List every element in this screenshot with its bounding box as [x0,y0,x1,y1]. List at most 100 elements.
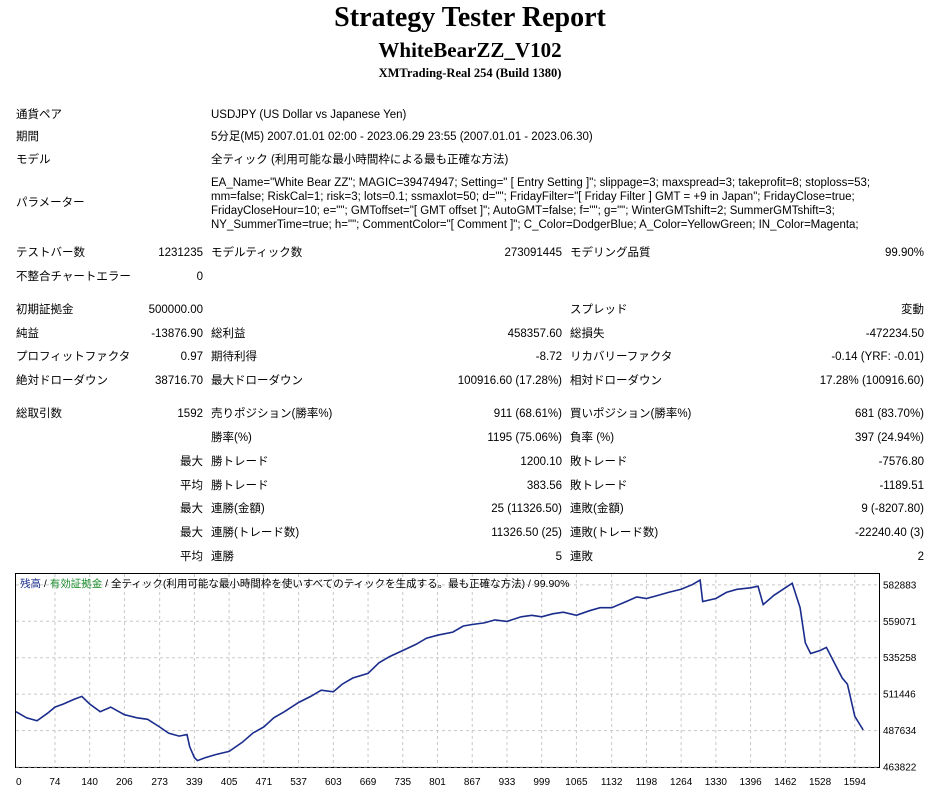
long-label: 買いポジション(勝率%) [570,408,692,420]
avg-win-label: 勝トレード [211,480,269,492]
net-value: -13876.90 [151,328,203,340]
legend-separator: / [102,578,112,590]
x-tick-label: 273 [151,777,168,787]
pf-label: プロフィットファクタ [16,351,131,363]
params-label: パラメーター [16,197,85,209]
y-tick-label: 535258 [883,653,917,664]
abs-dd-label: 絶対ドローダウン [16,375,108,387]
avg-loss-value: -1189.51 [879,480,924,492]
bars-label: テストバー数 [16,247,85,259]
largest-win-label: 勝トレード [211,456,269,468]
mismatch-label: 不整合チャートエラー [16,271,131,283]
x-tick-label: 1198 [636,777,658,787]
x-tick-label: 1132 [601,777,623,787]
deposit-value: 500000.00 [148,304,203,316]
gross-loss-label: 総損失 [570,328,605,340]
net-label: 純益 [16,328,39,340]
model-label: モデル [16,154,51,166]
bars-value: 1231235 [158,247,203,259]
x-tick-label: 206 [116,777,133,787]
avg-qualifier: 平均 [180,480,203,492]
deposit-label: 初期証拠金 [16,304,74,316]
rel-dd-value: 17.28% (100916.60) [819,375,924,387]
max-qualifier: 最大 [180,456,203,468]
gross-profit-value: 458357.60 [507,328,562,340]
rel-dd-label: 相対ドローダウン [570,375,662,387]
x-tick-label: 735 [394,777,411,787]
short-label: 売りポジション(勝率%) [211,408,333,420]
recovery-label: リカバリーファクタ [570,351,673,363]
balance-chart: 0 74 140 206 273 339 405 471 537 603 669 735 801 867 9… [15,573,917,787]
long-value: 681 (83.70%) [854,408,924,420]
y-tick-label: 582883 [883,580,917,591]
model-value: 全ティック (利用可能な最小時間枠による最も正確な方法) [211,154,509,166]
chart-legend: 残高 / 有効証拠金 / 全ティック(利用可能な最小時間枠を使いすべてのティック… [20,576,569,591]
avg-cons-losses-value: 2 [917,551,924,563]
y-axis-ticks: 463822 487634 511446 535258 559071 582883 [883,580,917,773]
x-tick-label: 1396 [739,777,762,787]
x-tick-label: 1462 [774,777,797,787]
max-dd-label: 最大ドローダウン [211,375,303,387]
pf-value: 0.97 [180,351,203,363]
x-tick-label: 405 [221,777,238,787]
y-tick-label: 559071 [883,617,917,628]
max-cons-profit-value: 11326.50 (25) [491,527,562,539]
recovery-value: -0.14 (YRF: -0.01) [831,351,924,363]
ea-name: WhiteBearZZ_V102 [378,38,562,62]
x-tick-label: 801 [429,777,446,787]
report-title: Strategy Tester Report [334,2,606,33]
x-tick-label: 603 [325,777,342,787]
avg-cons-wins-label: 連勝 [211,551,234,563]
x-tick-label: 74 [49,777,61,787]
max-cons-wins-label: 連勝(金額) [211,503,265,515]
max-qualifier: 最大 [180,527,203,539]
avg-qualifier: 平均 [180,551,203,563]
mismatch-value: 0 [196,271,203,283]
y-tick-label: 463822 [883,763,917,774]
loss-pct-label: 負率 (%) [570,432,615,444]
x-tick-label: 1330 [705,777,728,787]
gross-loss-value: -472234.50 [865,328,924,340]
chart-grid [16,574,879,768]
win-pct-label: 勝率(%) [211,432,252,444]
abs-dd-value: 38716.70 [155,375,203,387]
largest-loss-label: 敗トレード [570,456,628,468]
symbol-value: USDJPY (US Dollar vs Japanese Yen) [211,109,407,121]
ticks-label: モデルティック数 [211,247,303,259]
max-cons-profit-label: 連勝(トレード数) [211,527,300,539]
server-build: XMTrading-Real 254 (Build 1380) [378,66,562,80]
trades-label: 総取引数 [16,408,62,420]
x-tick-label: 1065 [565,777,588,787]
quality-label: モデリング品質 [570,247,651,259]
x-tick-label: 1528 [809,777,832,787]
loss-pct-value: 397 (24.94%) [854,432,924,444]
x-tick-label: 537 [290,777,307,787]
max-qualifier: 最大 [180,503,203,515]
x-tick-label: 339 [186,777,203,787]
win-pct-value: 1195 (75.06%) [487,432,562,444]
max-cons-wins-value: 25 (11326.50) [491,503,562,515]
period-label: 期間 [16,131,39,143]
x-tick-label: 1264 [670,777,693,787]
max-dd-value: 100916.60 (17.28%) [457,375,562,387]
y-tick-label: 487634 [883,726,917,737]
legend-balance: 残高 [20,578,41,590]
chart-frame [15,573,880,768]
trades-value: 1592 [177,408,203,420]
ticks-value: 273091445 [504,247,562,259]
legend-equity: 有効証拠金 [49,578,103,590]
x-tick-label: 933 [499,777,516,787]
legend-model: 全ティック(利用可能な最小時間枠を使いすべてのティックを生成する。最も正確な方法… [111,578,570,590]
x-tick-label: 140 [81,777,98,787]
spread-value: 変動 [901,304,924,316]
params-value: EA_Name="White Bear ZZ"; MAGIC=39474947;… [211,177,871,231]
period-value: 5分足(M5) 2007.01.01 02:00 - 2023.06.29 23… [211,131,593,143]
symbol-label: 通貨ペア [16,109,62,121]
gross-profit-label: 総利益 [211,328,246,340]
max-cons-losses-value: 9 (-8207.80) [861,503,924,515]
x-tick-label: 0 [16,777,22,787]
max-cons-loss-label: 連敗(トレード数) [570,527,659,539]
x-tick-label: 999 [533,777,550,787]
quality-value: 99.90% [884,247,924,259]
x-tick-label: 1594 [844,777,867,787]
